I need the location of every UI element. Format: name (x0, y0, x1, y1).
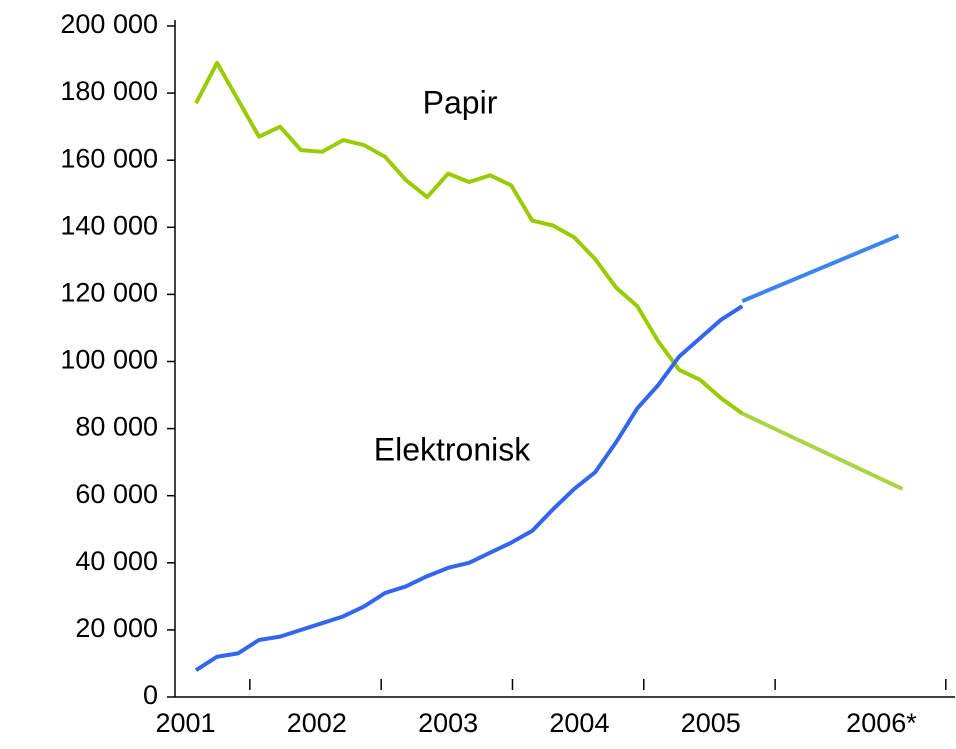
x-tick-label: 2004 (549, 708, 609, 738)
x-tick-label: 2006* (846, 708, 917, 738)
series-label: Elektronisk (374, 431, 532, 467)
y-tick-label: 20 000 (75, 613, 158, 643)
series-label: Papir (423, 84, 498, 120)
x-tick-label: 2001 (155, 708, 215, 738)
y-tick-label: 200 000 (60, 9, 158, 39)
forecast-line (741, 411, 904, 491)
y-tick-label: 180 000 (60, 76, 158, 106)
y-tick-label: 120 000 (60, 278, 158, 308)
y-tick-label: 0 (143, 680, 158, 710)
y-tick-label: 140 000 (60, 210, 158, 240)
x-tick-label: 2002 (287, 708, 347, 738)
y-tick-label: 40 000 (75, 546, 158, 576)
series-line (194, 304, 744, 672)
y-tick-label: 60 000 (75, 479, 158, 509)
x-tick-label: 2005 (681, 708, 741, 738)
series-line (194, 60, 744, 416)
x-tick-label: 2003 (418, 708, 478, 738)
y-tick-label: 80 000 (75, 412, 158, 442)
y-tick-label: 160 000 (60, 143, 158, 173)
y-tick-label: 100 000 (60, 345, 158, 375)
forecast-line (741, 233, 900, 303)
